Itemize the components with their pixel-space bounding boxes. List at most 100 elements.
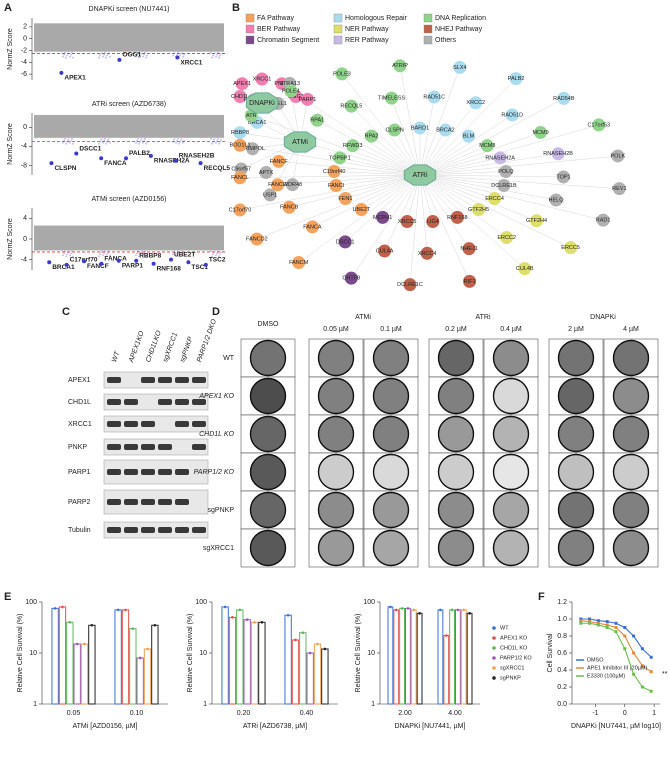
score-dot [212,54,214,57]
gene-node [271,178,285,192]
bar [243,619,251,705]
point [579,619,583,623]
score-dot [213,138,215,141]
hit-dot [203,262,208,267]
score-dot [211,255,213,258]
gene-node [493,151,507,165]
gene-node [612,182,626,196]
score-dot [68,50,70,53]
edge [278,161,421,176]
hit-label: FANCF [87,263,109,270]
gene-label: POLE4 [282,88,300,94]
blot-band [158,499,172,505]
score-dot [180,251,182,254]
bar-point [131,627,135,630]
score-dot [178,255,180,258]
dose-header: DMSO [258,321,280,328]
dose-header: 2 µM [568,326,584,333]
score-dot [216,53,218,56]
gene-label: BOD1L1 [229,143,250,149]
score-dot [174,249,176,252]
gene-node [596,213,610,227]
score-dot [100,251,102,254]
legend-label: DNA Replication [435,15,486,22]
colony-well [437,415,475,453]
bar-point [323,647,327,651]
bar [460,609,467,705]
score-dot [98,142,100,145]
edge [419,174,620,189]
point [632,672,636,676]
gene-label: DSCC1 [336,239,355,245]
score-dot [140,52,142,55]
legend-swatch [245,13,255,23]
score-dot [217,137,219,140]
protein-label: APEX1 [68,377,91,384]
bar-point [439,608,442,612]
x-tick-label: 1 [652,710,656,717]
score-dot [98,56,100,59]
score-dot [101,50,103,53]
score-dot [136,252,138,255]
panel-letter: D [212,306,220,318]
bar [387,606,394,705]
gene-label: RPA2 [365,134,379,140]
bar [416,612,423,705]
gene-label: RAD51D [501,112,523,118]
score-dot [141,249,143,252]
point [649,655,653,659]
gene-label: MCM9 [532,130,548,136]
bar-point [231,616,234,619]
gene-label: XRCC1 [253,76,272,82]
gene-node [530,214,544,228]
colony-well [492,529,530,567]
score-dot [219,54,221,57]
gene-node [388,123,402,137]
gene-label: RPA1 [310,118,324,124]
score-dot [142,141,144,144]
edge [419,174,557,201]
bar-point [253,620,256,624]
hit-dot [99,261,104,266]
gene-node [556,170,570,184]
score-dot [182,141,184,144]
score-dot [177,137,179,140]
gene-label: MCPH1 [373,215,392,221]
blot-band [158,469,172,475]
hit-dot [124,156,129,161]
x-tick-label: 0.10 [130,710,144,717]
blot-band [175,377,189,383]
bar-point [468,612,471,615]
legend-swatch [245,35,255,45]
score-dot [176,53,178,56]
gene-label: PARP1 [299,97,317,103]
score-dot [101,136,103,139]
protein-label: PARP2 [68,499,91,506]
lane-label: sgXRCC1 [162,332,179,364]
bar [410,609,417,705]
legend-label: DMSO [587,657,604,663]
score-dot [61,136,63,139]
blot-band [107,499,121,505]
edge [409,174,421,285]
blot-band [107,469,121,475]
gene-label: C17orf53 [587,122,610,128]
score-dot [218,56,220,59]
blot-band [158,377,172,383]
drug-header: ATMi [355,314,371,321]
legend-label: Homologous Repair [345,15,408,22]
score-dot [138,142,140,145]
bar [393,609,400,705]
gene-node [413,121,427,135]
score-dot [146,54,148,57]
gene-node [233,126,247,140]
gene-node [462,129,476,143]
bar-point [116,608,120,612]
blot-band [124,469,138,475]
edge [419,174,564,178]
score-dot [72,56,74,59]
bar [88,624,96,705]
hit-label: FANCA [104,256,127,263]
bar [236,609,244,705]
gene-label: APTX [259,170,274,176]
